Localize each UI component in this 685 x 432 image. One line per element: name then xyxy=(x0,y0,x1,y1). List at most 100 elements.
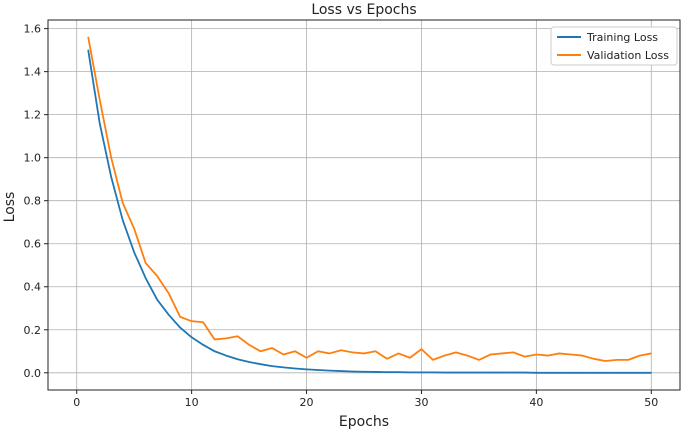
data-point xyxy=(237,358,239,360)
data-point xyxy=(305,368,308,370)
data-point xyxy=(248,344,250,346)
data-point xyxy=(570,372,572,374)
x-tick-label: 30 xyxy=(414,396,428,409)
data-point xyxy=(535,372,537,374)
data-point xyxy=(650,372,652,374)
data-point xyxy=(616,359,618,361)
x-tick-label: 40 xyxy=(529,396,543,409)
y-tick-label: 0.4 xyxy=(24,281,42,294)
data-point xyxy=(420,371,423,373)
data-point xyxy=(432,371,434,373)
data-point xyxy=(374,371,377,373)
data-point xyxy=(271,365,273,367)
y-tick-label: 0.6 xyxy=(24,238,42,251)
data-point xyxy=(133,251,135,253)
data-point xyxy=(409,371,411,373)
data-point xyxy=(363,371,365,373)
data-point xyxy=(639,372,641,374)
data-point xyxy=(168,292,170,294)
data-point xyxy=(604,360,606,362)
data-point xyxy=(328,352,331,355)
data-point xyxy=(202,321,204,323)
data-point xyxy=(179,327,181,329)
data-point xyxy=(340,349,342,351)
series-line-training xyxy=(87,49,652,374)
data-point xyxy=(604,372,606,374)
data-point xyxy=(443,354,446,357)
data-point xyxy=(558,372,560,374)
data-point xyxy=(168,314,170,316)
data-point xyxy=(282,366,285,369)
data-point xyxy=(294,350,296,352)
data-point xyxy=(202,344,204,346)
data-point xyxy=(650,352,652,355)
data-point xyxy=(593,358,595,360)
ticks: 0 10 20 30 40 50 0.0 0.2 0.4 0.6 0.8 1.0 1.2 1.4 1.6 xyxy=(24,23,659,409)
data-point xyxy=(340,370,342,372)
data-point xyxy=(156,275,158,277)
data-point xyxy=(547,372,549,374)
data-point xyxy=(512,351,514,353)
data-point xyxy=(214,338,216,341)
data-point xyxy=(99,98,101,101)
data-point xyxy=(420,348,423,350)
data-point xyxy=(466,371,469,374)
data-point xyxy=(156,299,158,301)
data-point xyxy=(110,157,112,159)
data-point xyxy=(581,354,583,357)
data-point xyxy=(110,176,112,178)
data-point xyxy=(191,320,193,322)
data-point xyxy=(351,351,354,353)
data-point xyxy=(317,350,319,352)
data-point xyxy=(455,371,457,374)
data-point xyxy=(145,277,147,279)
x-tick-label: 20 xyxy=(300,396,314,409)
y-tick-label: 1.6 xyxy=(24,23,42,36)
legend-box xyxy=(550,26,678,66)
data-point xyxy=(248,361,250,363)
data-point xyxy=(639,354,641,357)
data-point xyxy=(191,336,193,338)
data-point xyxy=(512,371,514,374)
y-tick-label: 1.0 xyxy=(24,152,42,165)
data-point xyxy=(397,352,400,355)
data-point xyxy=(386,371,388,373)
data-point xyxy=(363,352,365,355)
x-tick-label: 50 xyxy=(644,396,658,409)
x-tick-label: 10 xyxy=(185,396,199,409)
series-group xyxy=(87,36,652,374)
data-point xyxy=(478,371,480,374)
y-tick-label: 0.2 xyxy=(24,324,42,337)
data-point xyxy=(386,358,388,360)
y-tick-label: 0.8 xyxy=(24,195,42,208)
data-point xyxy=(432,359,434,361)
data-point xyxy=(282,353,285,356)
data-point xyxy=(616,372,618,374)
data-point xyxy=(443,371,446,374)
data-point xyxy=(237,335,239,337)
data-point xyxy=(535,353,537,356)
data-point xyxy=(133,228,135,230)
data-point xyxy=(627,359,629,361)
data-point xyxy=(455,351,457,353)
data-point xyxy=(225,354,227,357)
data-point xyxy=(87,36,89,38)
data-point xyxy=(489,353,491,356)
grid xyxy=(48,20,680,390)
data-point xyxy=(397,371,400,373)
chart-title: Loss vs Epochs xyxy=(311,2,416,18)
data-point xyxy=(547,354,549,357)
data-point xyxy=(179,316,181,318)
x-tick-label: 0 xyxy=(73,396,80,409)
data-point xyxy=(87,49,89,51)
data-point xyxy=(145,262,147,264)
plot-frame xyxy=(47,19,681,391)
data-point xyxy=(593,372,595,374)
data-point xyxy=(351,370,354,373)
data-point xyxy=(466,354,469,357)
data-point xyxy=(294,367,296,370)
x-axis-label: Epochs xyxy=(339,414,389,430)
data-point xyxy=(305,357,308,359)
data-point xyxy=(317,369,319,371)
